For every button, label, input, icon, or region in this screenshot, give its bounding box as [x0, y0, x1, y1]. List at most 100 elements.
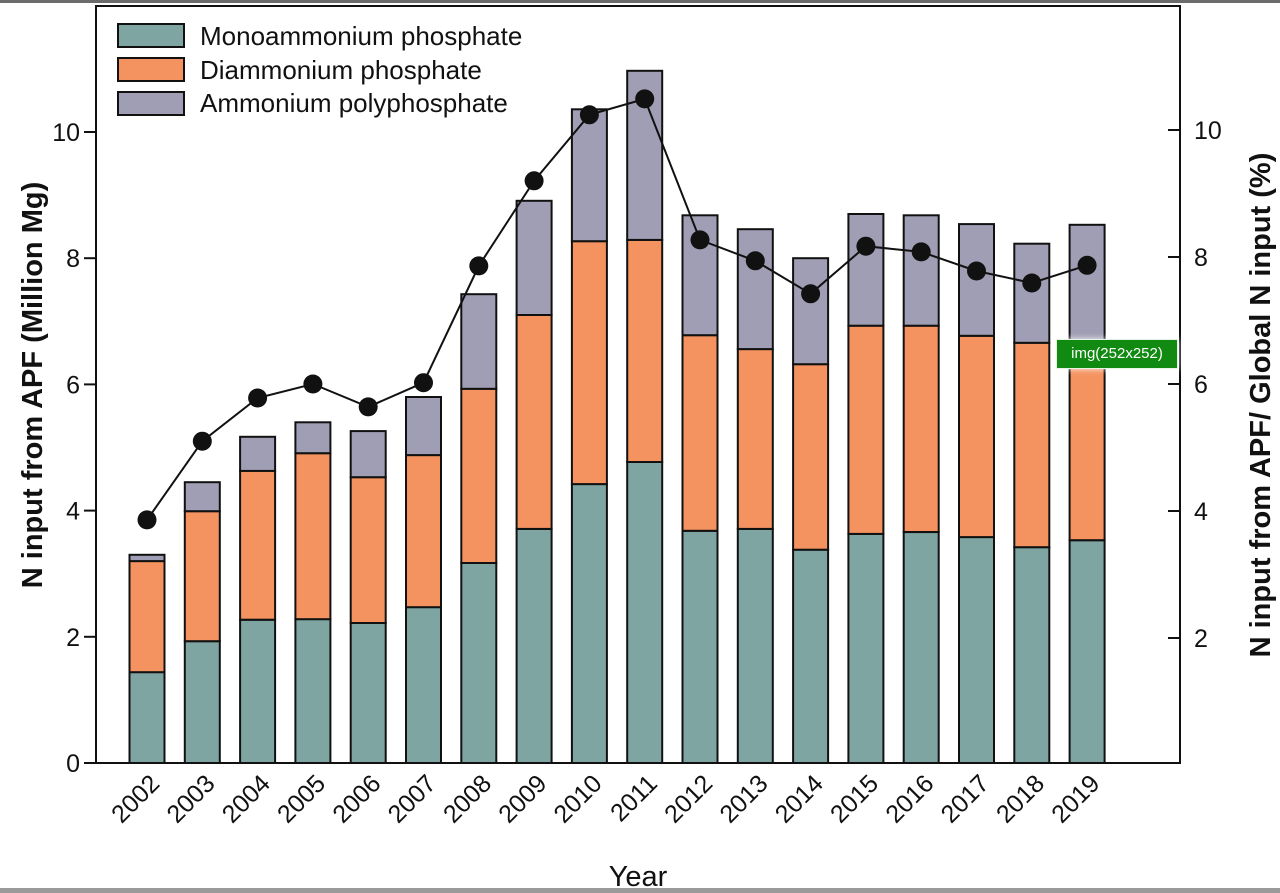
bar-segment-monoammonium-phosphate-2006 — [349, 621, 387, 765]
bar-segment-diammonium-phosphate-2004 — [239, 469, 277, 621]
x-tick-label-2007: 2007 — [383, 769, 442, 828]
bar-segment-monoammonium-phosphate-2014 — [792, 548, 830, 765]
percent-point-2014 — [801, 284, 821, 304]
bar-segment-diammonium-phosphate-2008 — [460, 387, 498, 564]
percent-point-2015 — [856, 236, 876, 256]
bar-segment-diammonium-phosphate-2016 — [902, 324, 940, 534]
left-axis: 0 2 4 6 8 10 — [52, 119, 96, 778]
bar-segment-monoammonium-phosphate-2019 — [1068, 539, 1106, 764]
bar-segment-ammonium-polyphosphate-2013 — [736, 228, 774, 351]
bar-segment-diammonium-phosphate-2015 — [847, 324, 885, 535]
legend-swatch-dap — [117, 57, 185, 82]
bar-segment-ammonium-polyphosphate-2016 — [902, 214, 940, 327]
percent-point-2016 — [911, 242, 931, 262]
x-tick-label-2010: 2010 — [549, 769, 608, 828]
bar-segment-monoammonium-phosphate-2008 — [460, 562, 498, 764]
percent-point-2004 — [248, 388, 268, 408]
bottom-edge-strip — [0, 888, 1280, 893]
bar-segment-ammonium-polyphosphate-2019 — [1068, 223, 1106, 342]
bar-segment-monoammonium-phosphate-2018 — [1013, 546, 1051, 765]
percent-line — [146, 97, 1088, 521]
bar-segment-diammonium-phosphate-2006 — [349, 476, 387, 625]
bar-segment-diammonium-phosphate-2007 — [405, 454, 442, 609]
bar-segment-diammonium-phosphate-2005 — [294, 452, 332, 621]
x-tick-label-2019: 2019 — [1046, 769, 1105, 828]
percent-point-2009 — [524, 171, 544, 191]
percent-point-2003 — [192, 431, 212, 451]
left-tick-label-2: 2 — [66, 624, 80, 652]
bar-segment-monoammonium-phosphate-2005 — [294, 618, 332, 764]
bar-segment-ammonium-polyphosphate-2004 — [239, 435, 277, 472]
x-axis: 2002200320042005200620072008200920102011… — [106, 769, 1105, 828]
percent-point-2017 — [967, 261, 986, 281]
percent-point-2011 — [635, 89, 655, 109]
bar-segment-diammonium-phosphate-2002 — [128, 560, 166, 674]
percent-point-2006 — [358, 397, 378, 417]
image-size-badge: img(252x252) — [1056, 339, 1178, 369]
x-tick-label-2011: 2011 — [605, 769, 663, 827]
bar-segment-diammonium-phosphate-2009 — [515, 314, 553, 530]
x-tick-label-2009: 2009 — [493, 769, 552, 828]
left-tick-label-6: 6 — [66, 371, 80, 399]
percent-point-2019 — [1077, 255, 1097, 275]
bar-segment-monoammonium-phosphate-2015 — [847, 532, 885, 765]
x-tick-label-2003: 2003 — [161, 769, 220, 828]
bar-segment-ammonium-polyphosphate-2015 — [847, 213, 885, 327]
percent-point-2010 — [579, 105, 599, 125]
bar-segment-monoammonium-phosphate-2017 — [958, 536, 995, 764]
percent-point-2018 — [1022, 273, 1042, 293]
bar-segment-ammonium-polyphosphate-2008 — [460, 293, 498, 390]
bar-segment-diammonium-phosphate-2010 — [570, 240, 608, 486]
bar-segment-ammonium-polyphosphate-2006 — [349, 430, 387, 479]
bar-segment-monoammonium-phosphate-2012 — [681, 529, 719, 764]
bar-segment-monoammonium-phosphate-2003 — [183, 640, 221, 765]
left-axis-title: N input from APF (Million Mg) — [17, 182, 49, 588]
bar-segment-monoammonium-phosphate-2004 — [239, 618, 277, 764]
right-axis: 2 4 6 8 10 — [1168, 117, 1222, 653]
legend-label-app: Ammonium polyphosphate — [200, 88, 508, 118]
bar-segment-ammonium-polyphosphate-2002 — [128, 553, 166, 563]
bar-segment-diammonium-phosphate-2011 — [626, 238, 664, 463]
x-tick-label-2016: 2016 — [880, 769, 939, 828]
percent-point-2008 — [469, 256, 489, 276]
right-tick-label-8: 8 — [1194, 244, 1208, 272]
legend-swatch-map — [117, 23, 185, 48]
percent-point-2013 — [745, 251, 765, 271]
bar-segment-diammonium-phosphate-2018 — [1013, 341, 1051, 549]
bar-segment-ammonium-polyphosphate-2018 — [1013, 242, 1051, 344]
percent-point-2012 — [690, 230, 710, 250]
right-tick-label-4: 4 — [1194, 498, 1208, 526]
line-layer — [137, 89, 1097, 530]
percent-point-2005 — [303, 374, 323, 394]
x-tick-label-2018: 2018 — [991, 769, 1050, 828]
bar-segment-diammonium-phosphate-2014 — [792, 363, 830, 551]
x-tick-label-2002: 2002 — [106, 769, 165, 828]
bar-segment-monoammonium-phosphate-2010 — [570, 483, 608, 764]
x-axis-title: Year — [609, 861, 668, 893]
bars-layer — [128, 69, 1106, 765]
bar-segment-monoammonium-phosphate-2007 — [405, 606, 442, 764]
right-tick-label-2: 2 — [1194, 625, 1208, 653]
x-tick-label-2014: 2014 — [770, 769, 829, 828]
bar-segment-monoammonium-phosphate-2009 — [515, 527, 553, 765]
right-axis-title: N input from APF/ Global N input (%) — [1245, 153, 1277, 658]
x-tick-label-2015: 2015 — [825, 769, 884, 828]
x-tick-label-2017: 2017 — [936, 769, 995, 828]
bar-segment-ammonium-polyphosphate-2014 — [792, 257, 830, 366]
x-tick-label-2008: 2008 — [438, 769, 497, 828]
bar-segment-ammonium-polyphosphate-2003 — [183, 481, 221, 513]
bar-segment-diammonium-phosphate-2019 — [1068, 339, 1106, 542]
x-tick-label-2006: 2006 — [327, 769, 386, 828]
legend-label-map: Monoammonium phosphate — [200, 21, 522, 51]
percent-point-2002 — [137, 510, 157, 530]
bar-segment-monoammonium-phosphate-2002 — [128, 671, 166, 764]
left-tick-label-10: 10 — [52, 119, 80, 147]
x-tick-label-2004: 2004 — [217, 769, 276, 828]
bar-segment-ammonium-polyphosphate-2009 — [515, 199, 553, 316]
bar-segment-monoammonium-phosphate-2013 — [736, 527, 774, 765]
bar-segment-diammonium-phosphate-2012 — [681, 334, 719, 532]
legend: Monoammonium phosphate Diammonium phosph… — [117, 21, 522, 118]
bar-segment-ammonium-polyphosphate-2007 — [405, 396, 442, 457]
right-tick-label-10: 10 — [1194, 117, 1222, 145]
